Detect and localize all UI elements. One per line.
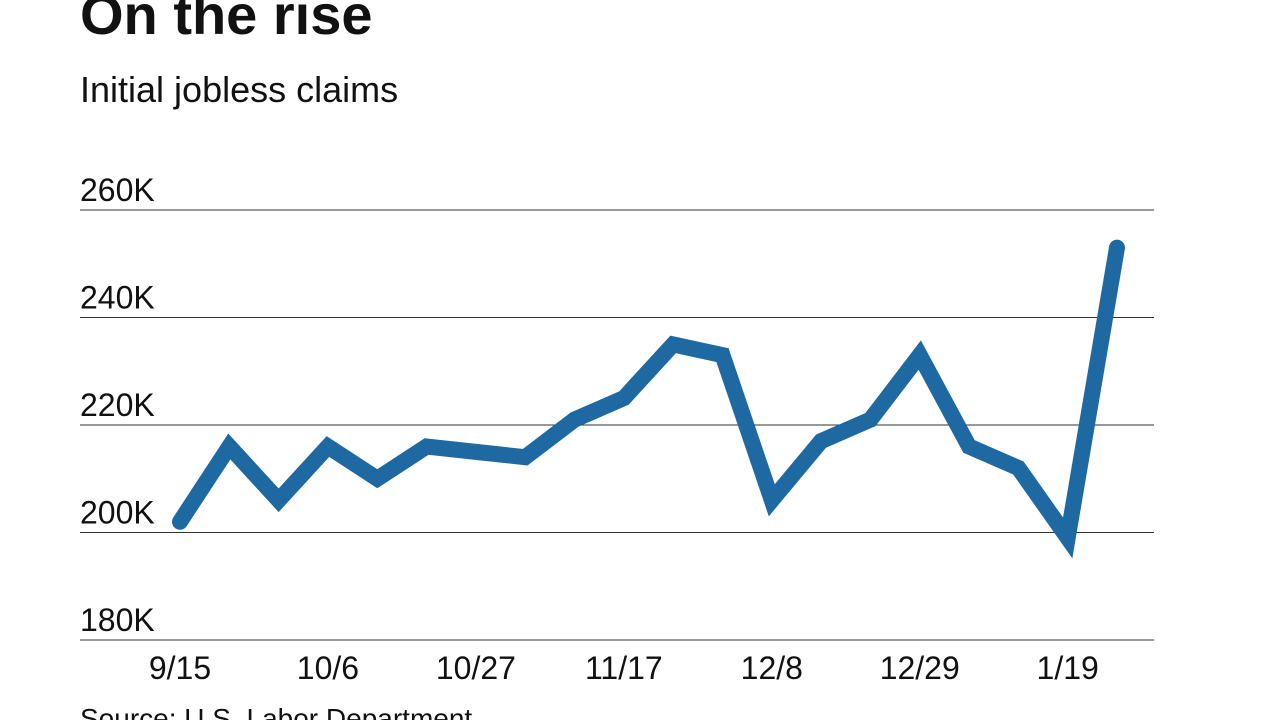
x-tick-label: 12/8 [741,650,803,686]
x-tick-label: 12/29 [880,650,960,686]
y-tick-label: 220K [80,387,155,423]
chart-title: On the rise [80,0,373,46]
x-tick-label: 9/15 [149,650,211,686]
x-tick-label: 10/27 [436,650,516,686]
y-tick-label: 260K [80,172,155,208]
x-tick-label: 10/6 [297,650,359,686]
chart-subtitle: Initial jobless claims [80,69,398,110]
source: Source: U.S. Labor Department [80,703,472,720]
y-tick-label: 240K [80,280,155,316]
x-tick-label: 11/17 [585,650,663,686]
y-tick-label: 200K [80,495,155,531]
data-line [172,239,1125,559]
x-tick-label: 1/19 [1037,650,1099,686]
y-tick-label: 180K [80,602,155,638]
